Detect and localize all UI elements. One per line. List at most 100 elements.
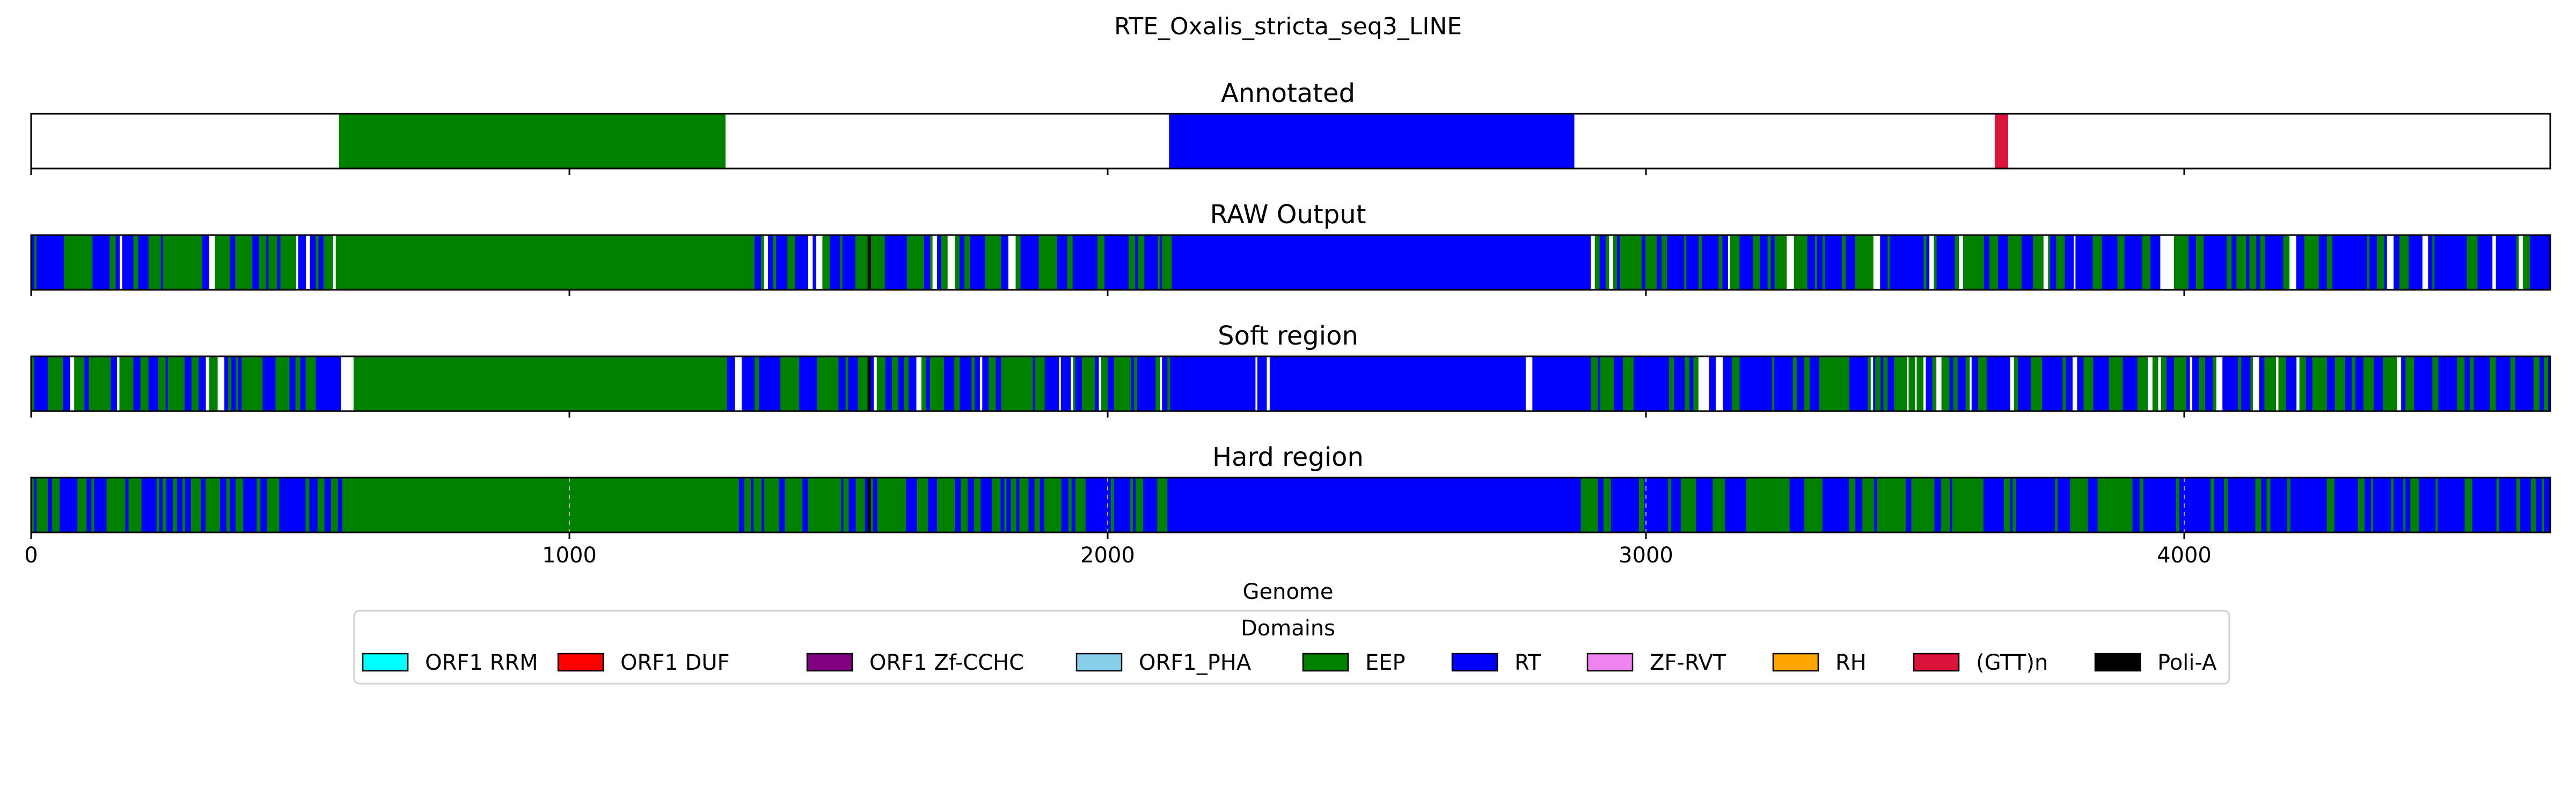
prediction-bin bbox=[91, 356, 98, 411]
prediction-bin bbox=[1179, 478, 1182, 532]
prediction-bin bbox=[1196, 235, 1200, 290]
prediction-bin bbox=[1855, 235, 1861, 290]
prediction-bin bbox=[2496, 356, 2500, 411]
prediction-bin bbox=[524, 235, 531, 290]
prediction-bin bbox=[2528, 478, 2531, 532]
prediction-bin bbox=[1016, 478, 1020, 532]
prediction-bin bbox=[2211, 478, 2215, 532]
prediction-bin bbox=[1172, 235, 1177, 290]
prediction-bin bbox=[793, 356, 800, 411]
prediction-bin bbox=[1199, 235, 1203, 290]
prediction-bin bbox=[1546, 235, 1551, 290]
prediction-bin bbox=[472, 356, 479, 411]
prediction-bin bbox=[525, 478, 532, 532]
prediction-bin bbox=[255, 356, 263, 411]
prediction-bin bbox=[1358, 478, 1363, 532]
prediction-bin bbox=[2533, 356, 2540, 411]
prediction-bin bbox=[547, 478, 554, 532]
prediction-bin bbox=[1393, 235, 1399, 290]
prediction-bin bbox=[762, 478, 765, 532]
prediction-bin bbox=[434, 235, 442, 290]
prediction-bin bbox=[1012, 356, 1021, 411]
prediction-bin bbox=[1569, 356, 1577, 411]
prediction-bin bbox=[503, 478, 511, 532]
prediction-bin bbox=[681, 478, 685, 532]
prediction-bin bbox=[2280, 478, 2288, 532]
prediction-bin bbox=[484, 356, 492, 411]
track-title: Hard region bbox=[1212, 442, 1364, 472]
prediction-bin bbox=[1658, 356, 1666, 411]
prediction-bin bbox=[1901, 478, 1905, 532]
prediction-bin bbox=[1249, 356, 1256, 411]
prediction-bin bbox=[2067, 235, 2074, 290]
prediction-bin bbox=[1819, 478, 1823, 532]
prediction-bin bbox=[1196, 356, 1204, 411]
prediction-bin bbox=[1119, 478, 1124, 532]
prediction-bin bbox=[230, 235, 236, 290]
prediction-bin bbox=[989, 356, 996, 411]
prediction-bin bbox=[1849, 478, 1856, 532]
prediction-bin bbox=[2452, 356, 2458, 411]
prediction-bin bbox=[235, 235, 239, 290]
prediction-bin bbox=[1322, 356, 1328, 411]
prediction-bin bbox=[1730, 235, 1733, 290]
prediction-bin bbox=[740, 235, 745, 290]
prediction-bin bbox=[321, 478, 325, 532]
prediction-bin bbox=[2150, 235, 2155, 290]
legend-entry-poli-a: Poli-A bbox=[2094, 650, 2217, 675]
prediction-bin bbox=[2135, 356, 2138, 411]
prediction-bin bbox=[1381, 235, 1387, 290]
prediction-bin bbox=[1949, 356, 1954, 411]
prediction-bin bbox=[2222, 478, 2224, 532]
prediction-bin bbox=[996, 356, 1001, 411]
prediction-bin bbox=[178, 235, 184, 290]
prediction-bin bbox=[1825, 235, 1831, 290]
prediction-bin bbox=[2053, 235, 2057, 290]
prediction-bin bbox=[2093, 356, 2101, 411]
legend-label: EEP bbox=[1365, 650, 1406, 675]
prediction-bin bbox=[2515, 356, 2520, 411]
prediction-bin bbox=[1749, 478, 1758, 532]
prediction-bin bbox=[1645, 235, 1649, 290]
prediction-bin bbox=[705, 478, 708, 532]
prediction-bin bbox=[1897, 235, 1905, 290]
prediction-bin bbox=[2409, 235, 2416, 290]
prediction-bin bbox=[2470, 356, 2475, 411]
prediction-bin bbox=[598, 235, 602, 290]
prediction-bin bbox=[1587, 235, 1591, 290]
prediction-bin bbox=[66, 478, 74, 532]
prediction-bin bbox=[1316, 356, 1322, 411]
prediction-bin bbox=[2271, 356, 2277, 411]
prediction-bin bbox=[1908, 356, 1912, 411]
prediction-bin bbox=[2243, 235, 2246, 290]
prediction-bin bbox=[1020, 235, 1027, 290]
prediction-bin bbox=[2362, 235, 2368, 290]
prediction-bin bbox=[1605, 235, 1609, 290]
prediction-bin bbox=[545, 356, 548, 411]
prediction-bin bbox=[2042, 356, 2050, 411]
prediction-bin bbox=[430, 478, 436, 532]
prediction-bin bbox=[785, 478, 789, 532]
prediction-bin bbox=[1155, 356, 1160, 411]
prediction-bin bbox=[1940, 235, 1944, 290]
prediction-bin bbox=[382, 478, 390, 532]
prediction-bin bbox=[1071, 478, 1076, 532]
segment-rt bbox=[1169, 114, 1575, 169]
prediction-bin bbox=[1499, 235, 1506, 290]
prediction-bin bbox=[1495, 356, 1502, 411]
legend-swatch bbox=[1586, 653, 1634, 672]
prediction-bin bbox=[79, 478, 87, 532]
prediction-bin bbox=[638, 478, 646, 532]
prediction-bin bbox=[2000, 356, 2006, 411]
prediction-bin bbox=[950, 356, 955, 411]
prediction-bin bbox=[1941, 478, 1947, 532]
prediction-bin bbox=[980, 478, 985, 532]
prediction-bin bbox=[834, 235, 841, 290]
prediction-bin bbox=[2157, 235, 2161, 290]
prediction-bin bbox=[1203, 356, 1208, 411]
prediction-bin bbox=[350, 235, 355, 290]
prediction-bin bbox=[631, 478, 639, 532]
prediction-bin bbox=[500, 478, 504, 532]
prediction-bin bbox=[441, 235, 447, 290]
prediction-bin bbox=[2132, 478, 2140, 532]
